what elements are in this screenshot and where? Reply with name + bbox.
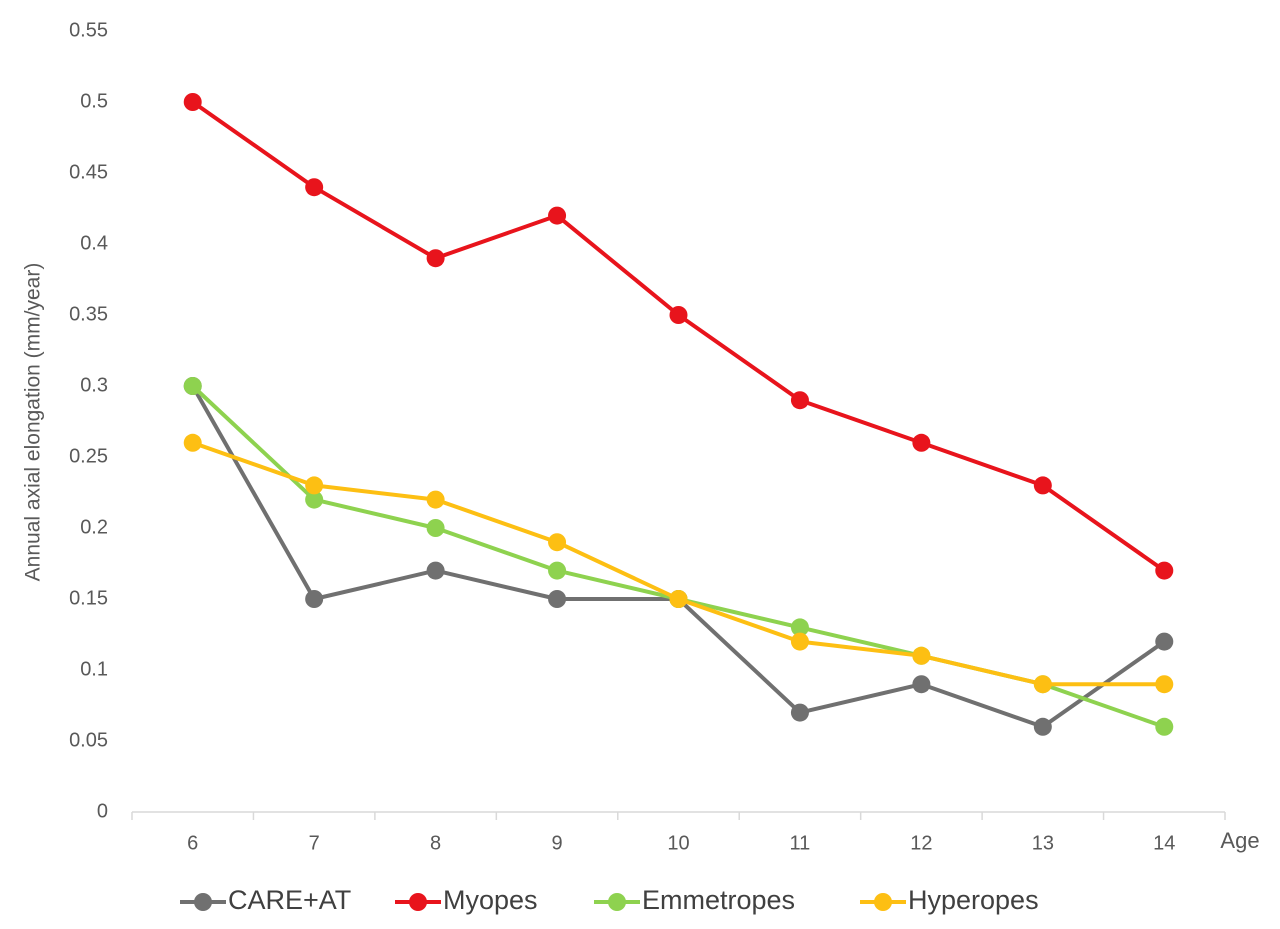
series-line	[191, 384, 1165, 729]
x-tick-label: 11	[790, 832, 811, 854]
y-tick-label: 0.35	[69, 303, 108, 325]
x-tick-label: 6	[187, 832, 198, 854]
data-point	[1033, 476, 1052, 495]
series-line	[191, 100, 1166, 573]
legend-marker	[409, 893, 427, 911]
series-line	[192, 440, 1165, 687]
x-axis-label: Age	[1220, 828, 1259, 853]
data-point	[426, 249, 445, 268]
data-point	[426, 561, 445, 580]
data-point	[790, 703, 809, 722]
data-point	[305, 178, 324, 197]
y-tick-label: 0.15	[69, 587, 108, 609]
legend-marker	[194, 893, 212, 911]
legend-marker	[874, 893, 892, 911]
legend-label: Myopes	[443, 885, 538, 915]
x-tick-label: 8	[430, 832, 441, 854]
data-point	[912, 675, 931, 694]
y-tick-label: 0.2	[80, 516, 108, 538]
data-point	[1155, 632, 1174, 651]
legend-label: Hyperopes	[908, 885, 1039, 915]
data-point	[669, 590, 688, 608]
data-point	[183, 377, 202, 395]
x-tick-label: 13	[1032, 832, 1054, 854]
data-point	[305, 490, 324, 509]
data-point	[1155, 675, 1174, 694]
y-tick-label: 0.4	[80, 232, 108, 254]
x-tick-label: 14	[1153, 832, 1175, 854]
y-tick-label: 0	[97, 800, 108, 822]
data-point	[912, 646, 931, 665]
y-axis-label: Annual axial elongation (mm/year)	[22, 263, 45, 582]
y-tick-label: 0.1	[80, 658, 108, 680]
legend-label: Emmetropes	[642, 885, 795, 915]
data-point	[426, 490, 445, 509]
y-tick-label: 0.55	[69, 19, 108, 41]
data-point	[305, 476, 324, 495]
x-tick-label: 7	[309, 832, 320, 854]
y-tick-label: 0.3	[80, 374, 108, 396]
y-tick-label: 0.5	[80, 90, 108, 112]
data-point	[1033, 717, 1052, 736]
data-point	[548, 590, 567, 608]
y-tick-label: 0.45	[69, 161, 108, 183]
y-tick-label: 0.05	[69, 729, 108, 751]
legend-marker	[608, 893, 626, 911]
data-point	[548, 206, 567, 225]
data-point	[305, 590, 324, 608]
data-point	[183, 93, 202, 111]
data-point	[790, 618, 809, 637]
series-line	[190, 385, 1166, 729]
legend-label: CARE+AT	[228, 885, 351, 915]
data-point	[790, 632, 809, 651]
x-tick-label: 12	[910, 832, 932, 854]
data-point	[1155, 561, 1174, 580]
data-point	[912, 433, 931, 452]
data-point	[548, 533, 567, 552]
data-point	[1155, 717, 1174, 736]
data-point	[183, 433, 202, 452]
data-point	[790, 391, 809, 410]
data-point	[548, 561, 567, 580]
data-point	[426, 519, 445, 537]
data-point	[1033, 675, 1052, 694]
x-tick-label: 9	[551, 832, 562, 854]
x-tick-label: 10	[667, 832, 689, 854]
data-point	[669, 306, 688, 324]
y-tick-label: 0.25	[69, 445, 108, 467]
